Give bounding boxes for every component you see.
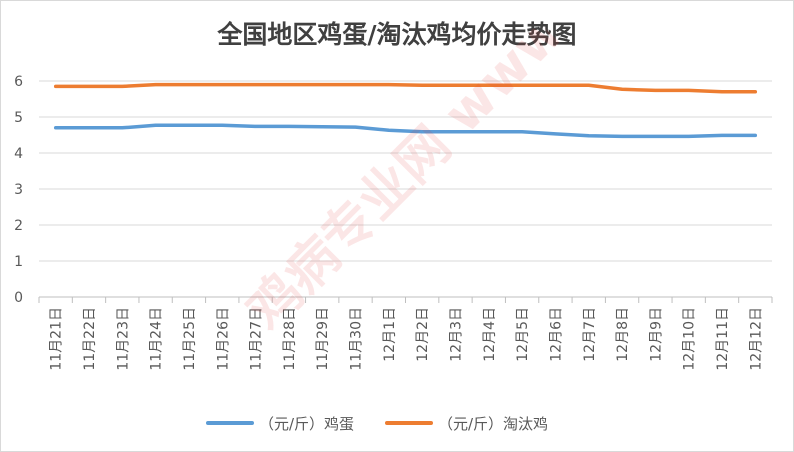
y-tick-label: 6 (14, 74, 23, 90)
x-tick-label: 11月27日 (249, 307, 265, 371)
x-tick-label: 12月10日 (682, 307, 698, 371)
x-tick-label: 11月29日 (315, 307, 331, 371)
chart-title: 全国地区鸡蛋/淘汰鸡均价走势图 (217, 20, 577, 49)
x-tick-label: 12月11日 (715, 307, 731, 371)
legend: （元/斤）鸡蛋 （元/斤）淘汰鸡 (206, 415, 548, 433)
y-tick-label: 3 (14, 182, 23, 198)
y-tick-label: 2 (14, 218, 23, 234)
x-tick-label: 11月22日 (82, 307, 98, 371)
x-tick-label: 11月28日 (282, 307, 298, 371)
series-lines (53, 82, 758, 139)
x-tick-label: 11月30日 (349, 307, 365, 371)
legend-label-0: （元/斤）鸡蛋 (259, 415, 354, 433)
x-tick-label: 11月25日 (182, 307, 198, 371)
legend-label-1: （元/斤）淘汰鸡 (438, 415, 548, 433)
y-tick-label: 5 (14, 110, 23, 126)
x-tick-label: 12月9日 (648, 307, 664, 362)
x-tick-label: 11月23日 (115, 307, 131, 371)
y-tick-label: 1 (14, 254, 23, 270)
series-line-0 (53, 123, 758, 139)
x-tick-label: 11月24日 (149, 307, 165, 371)
x-tick-label: 12月1日 (382, 307, 398, 362)
gridlines (39, 80, 772, 262)
x-tick-label: 12月5日 (515, 307, 531, 362)
x-tick-label: 12月3日 (448, 307, 464, 362)
x-tick-label: 12月8日 (615, 307, 631, 362)
x-tick-label: 12月12日 (748, 307, 764, 371)
y-tick-labels: 0 1 2 3 4 5 6 (14, 74, 23, 306)
x-tick-label: 12月2日 (415, 307, 431, 362)
series-line-1 (53, 82, 758, 94)
y-tick-label: 0 (14, 290, 23, 306)
x-tick-label: 12月4日 (482, 307, 498, 362)
x-tick-labels: 11月21日 11月22日 11月23日 11月24日 11月25日 11月26日 11月2… (49, 307, 765, 371)
x-tick-label: 12月6日 (548, 307, 564, 362)
x-tick-label: 11月26日 (215, 307, 231, 371)
y-tick-label: 4 (14, 146, 23, 162)
x-tick-label: 12月7日 (582, 307, 598, 362)
axes (38, 296, 773, 303)
x-tick-label: 11月21日 (49, 307, 65, 371)
